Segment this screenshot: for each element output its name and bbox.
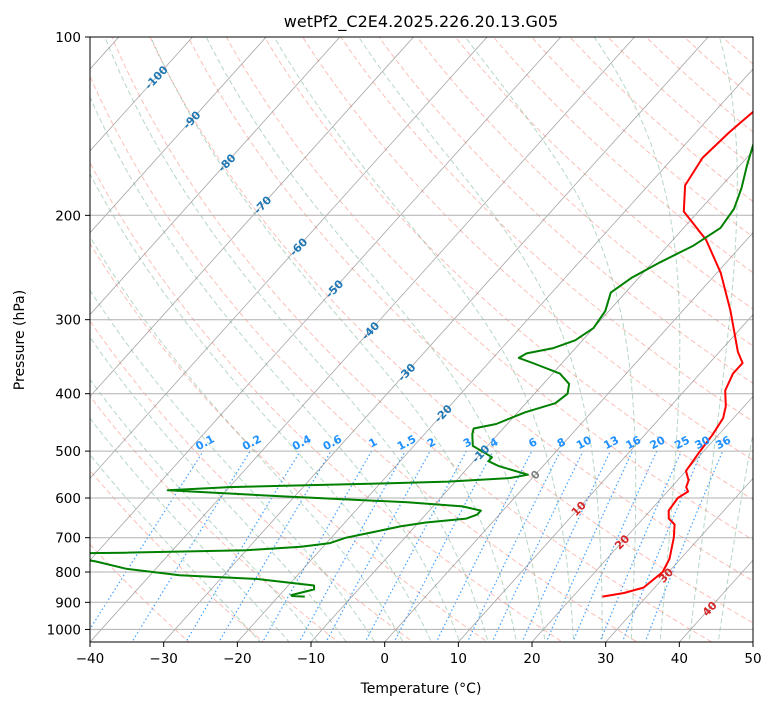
isotherm-line xyxy=(90,37,341,316)
mixing-ratio-label: 10 xyxy=(574,433,594,452)
moist-adiabat xyxy=(90,453,261,642)
dry-adiabat xyxy=(90,469,265,642)
plot-frame xyxy=(89,36,754,643)
mixing-ratio-label: 13 xyxy=(601,433,621,452)
axis-ticks: −40 −30 −20 −10 0 10 20 30 40 50 100 200 300 400 500 60… xyxy=(47,30,762,667)
dry-adiabat xyxy=(90,320,414,642)
dry-adiabat xyxy=(492,37,753,274)
dry-adiabat xyxy=(340,37,753,423)
isotherm-line xyxy=(384,232,753,642)
dry-adiabat xyxy=(569,37,753,203)
moist-adiabat xyxy=(150,37,518,642)
x-tick-label: 30 xyxy=(597,651,614,667)
moist-adiabat xyxy=(593,37,681,642)
mixing-ratio-line xyxy=(435,450,533,642)
mixing-ratio-line xyxy=(298,450,406,642)
sounding-profiles xyxy=(90,110,753,598)
mixing-ratio-line xyxy=(262,450,373,642)
mixing-ratio-line xyxy=(621,450,703,642)
y-tick-label: 400 xyxy=(55,387,81,403)
mixing-ratio-line xyxy=(185,450,301,642)
moist-adiabat xyxy=(90,336,347,642)
y-tick-label: 500 xyxy=(55,444,81,460)
x-tick-label: −30 xyxy=(149,651,178,667)
x-tick-label: 40 xyxy=(671,651,688,667)
moist-adiabat xyxy=(358,37,603,642)
mixing-ratio-label: 25 xyxy=(672,433,692,452)
mixing-ratio-label: 36 xyxy=(713,433,733,452)
isotherm-line xyxy=(90,37,194,152)
y-tick-label: 1000 xyxy=(47,622,81,638)
mixing-ratio-line xyxy=(491,450,584,642)
dewpoint-profile xyxy=(90,141,753,598)
y-tick-label: 700 xyxy=(55,531,81,547)
isotherm-line xyxy=(90,37,267,234)
y-tick-label: 300 xyxy=(55,313,81,329)
isotherm-line xyxy=(90,37,415,398)
dry-adiabat xyxy=(454,37,753,310)
dry-adiabat xyxy=(263,37,753,501)
x-tick-label: −10 xyxy=(297,651,326,667)
moist-adiabat xyxy=(90,235,404,642)
isotherm-line xyxy=(310,150,753,642)
isotherm-line xyxy=(90,37,562,561)
x-tick-label: −20 xyxy=(223,651,252,667)
isotherm-line xyxy=(236,68,753,642)
x-tick-label: 0 xyxy=(380,651,389,667)
mixing-ratio-line xyxy=(218,450,332,642)
mixing-ratio-line xyxy=(325,450,431,642)
x-tick-label: 50 xyxy=(744,651,761,667)
dry-adiabat xyxy=(225,37,753,541)
background-lines xyxy=(90,37,753,642)
moist-adiabat xyxy=(90,378,319,642)
dry-adiabat xyxy=(90,395,339,642)
isotherm-line xyxy=(163,37,709,642)
mixing-ratio-line xyxy=(644,450,724,642)
dry-adiabat xyxy=(378,37,753,384)
moist-adiabat xyxy=(273,37,575,642)
dry-adiabat xyxy=(90,161,564,642)
mixing-ratio-label: 16 xyxy=(624,433,644,452)
isotherm-line xyxy=(90,37,636,642)
moist-adiabat xyxy=(90,289,376,642)
y-tick-label: 800 xyxy=(55,565,81,581)
mixing-ratio-line xyxy=(545,450,634,642)
y-tick-label: 200 xyxy=(55,208,81,224)
mixing-ratio-line xyxy=(90,450,204,631)
isotherm-line xyxy=(90,37,488,479)
pressure-grid xyxy=(90,37,753,642)
mixing-ratio-label: 20 xyxy=(648,433,668,452)
y-tick-label: 100 xyxy=(55,30,81,46)
y-axis-label: Pressure (hPa) xyxy=(12,290,28,390)
dry-adiabat xyxy=(90,75,638,642)
dry-adiabat xyxy=(302,37,753,461)
x-tick-label: 10 xyxy=(450,651,467,667)
moist-adiabat xyxy=(688,37,738,642)
isotherm-line xyxy=(531,395,753,642)
x-tick-label: −40 xyxy=(76,651,105,667)
moist-adiabat xyxy=(90,95,461,642)
dry-adiabat xyxy=(149,37,753,624)
isotherm-line xyxy=(605,477,753,642)
temperature-profile xyxy=(602,110,753,598)
moist-adiabat xyxy=(104,37,489,642)
moist-adiabat xyxy=(205,37,546,642)
mixing-ratio-line xyxy=(572,450,658,642)
mixing-ratio-label: 30 xyxy=(693,433,713,452)
moist-adiabat xyxy=(717,430,753,642)
dry-adiabat xyxy=(111,37,713,642)
y-tick-label: 900 xyxy=(55,595,81,611)
x-axis-label: Temperature (°C) xyxy=(360,681,482,697)
mixing-ratio-line xyxy=(599,450,682,642)
chart-title: wetPf2_C2E4.2025.226.20.13.G05 xyxy=(284,12,558,32)
dry-adiabat xyxy=(90,242,489,642)
isotherm-line xyxy=(457,314,753,642)
dry-adiabat xyxy=(187,37,753,582)
mixing-ratio-line xyxy=(521,450,611,642)
y-tick-label: 600 xyxy=(55,491,81,507)
x-tick-label: 20 xyxy=(523,651,540,667)
dry-adiabat xyxy=(416,37,753,347)
